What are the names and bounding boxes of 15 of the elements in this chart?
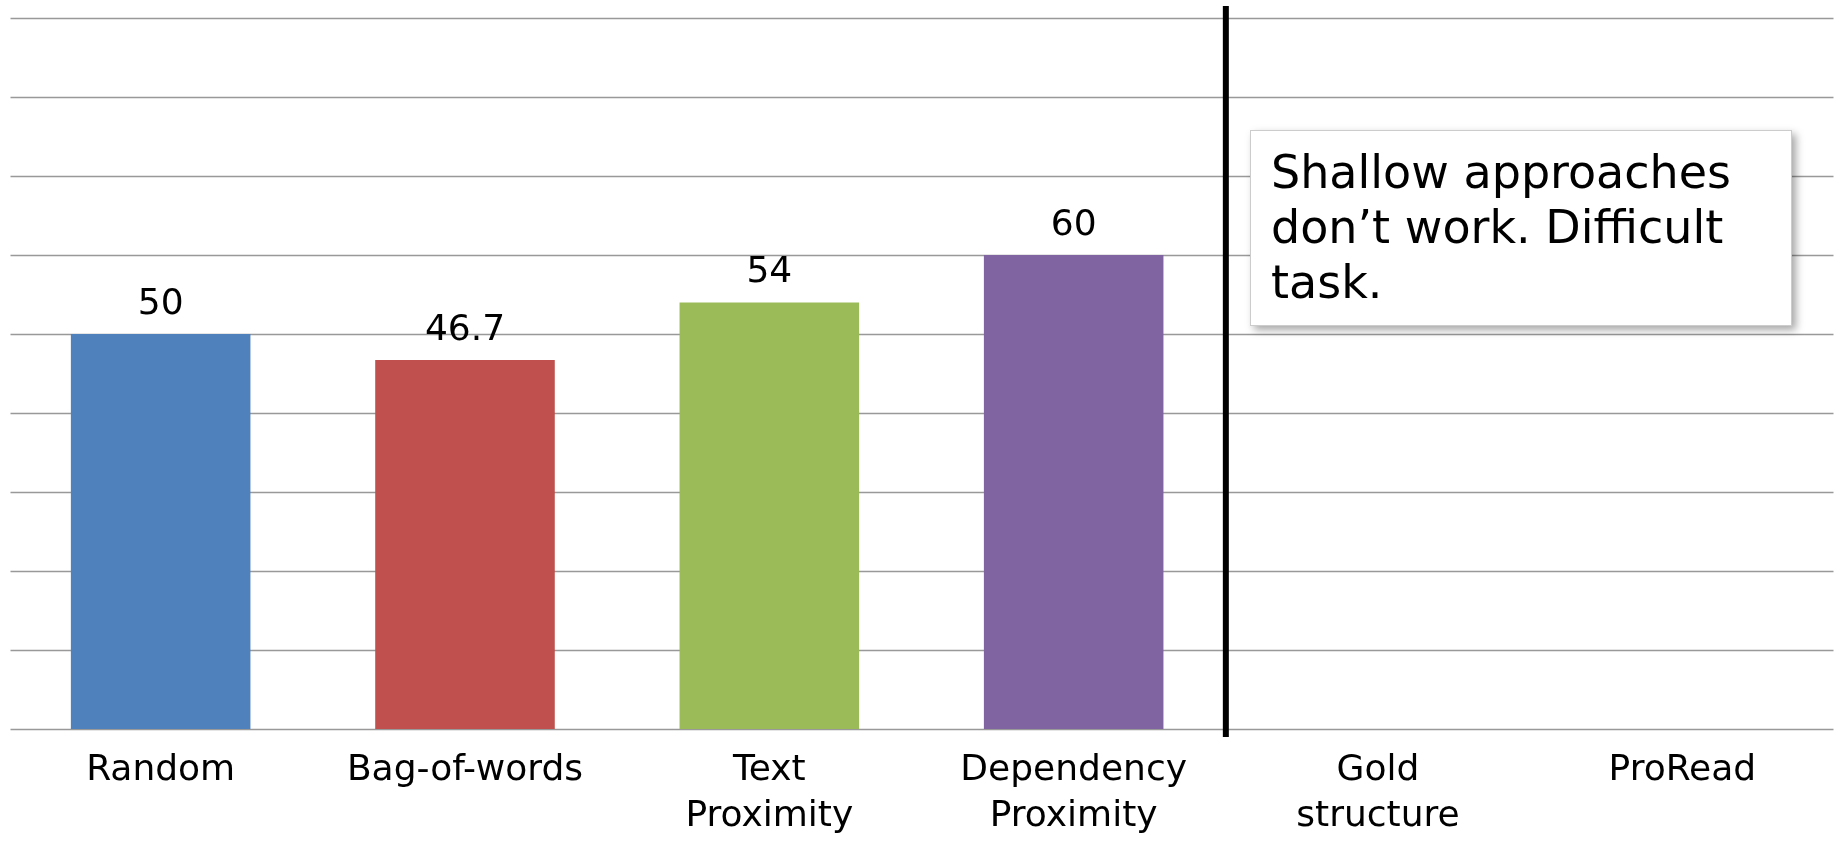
data-label: 54: [746, 249, 793, 291]
x-tick-label: Gold structure: [1296, 746, 1460, 834]
data-label: 50: [137, 281, 184, 322]
data-label: 46.7: [424, 307, 506, 349]
x-tick-label: Text Proximity: [685, 746, 854, 834]
bar: [375, 360, 555, 729]
annotation: Shallow approaches don’t work. Difficult task.: [1250, 130, 1792, 326]
x-tick-label: ProRead: [1608, 746, 1757, 788]
bar: [983, 255, 1164, 729]
x-tick-label: Bag-of-words: [346, 746, 584, 788]
bar: [70, 334, 251, 729]
x-tick-label: Dependency Proximity: [960, 746, 1187, 834]
x-tick-label: Random: [86, 746, 236, 788]
bar: [679, 302, 860, 729]
data-label: 60: [1050, 202, 1097, 243]
